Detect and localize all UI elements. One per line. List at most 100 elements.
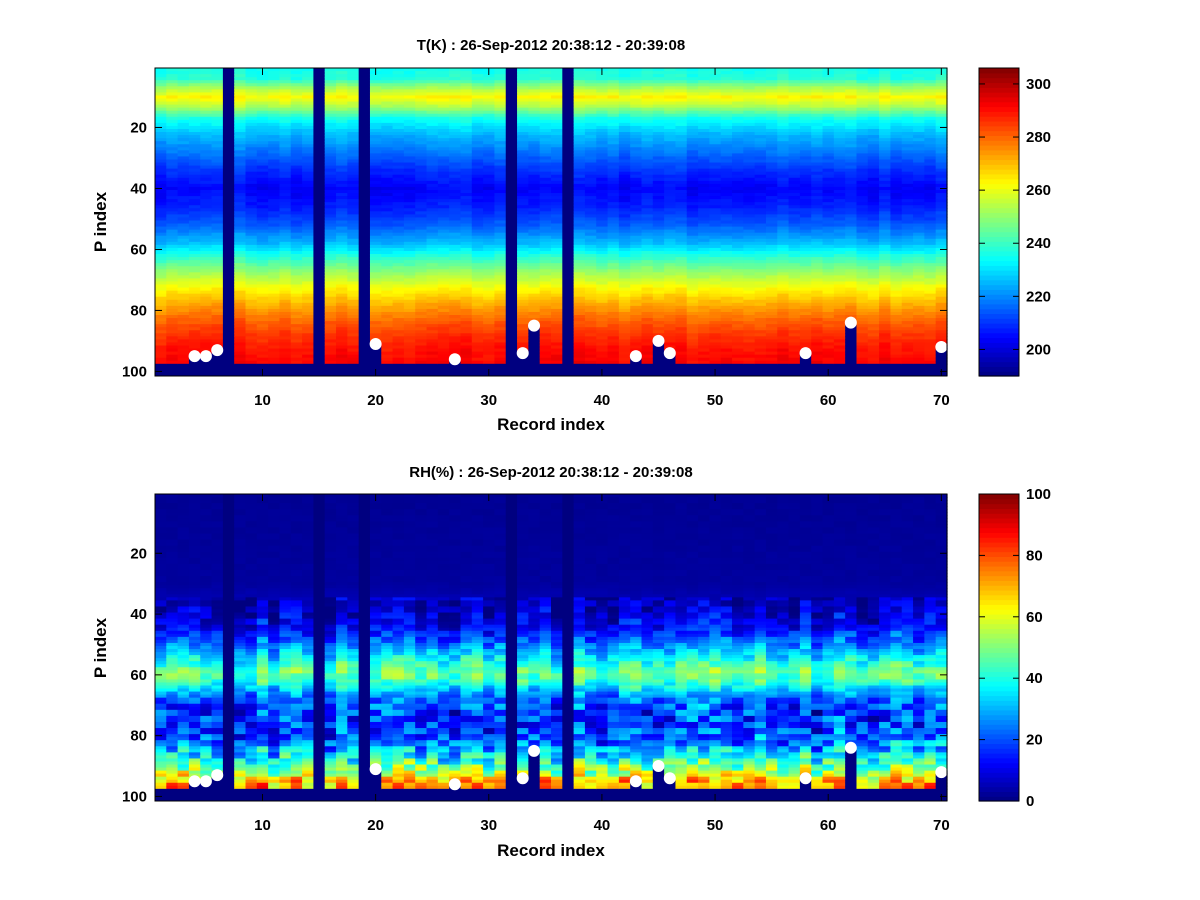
heatmap-cell	[449, 71, 462, 75]
heatmap-cell	[573, 183, 586, 188]
heatmap-cell	[290, 92, 303, 97]
heatmap-cell	[641, 281, 654, 286]
heatmap-cell	[618, 98, 631, 103]
heatmap-cell	[234, 250, 247, 255]
heatmap-cell	[256, 138, 269, 142]
heatmap-cell	[426, 196, 439, 200]
heatmap-cell	[460, 180, 473, 185]
heatmap-cell	[630, 244, 643, 249]
heatmap-cell	[517, 159, 529, 164]
heatmap-cell	[426, 180, 439, 185]
heatmap-cell	[177, 171, 190, 176]
heatmap-cell	[415, 284, 428, 289]
missing-bottom-cell	[630, 363, 643, 376]
heatmap-cell	[347, 321, 360, 325]
heatmap-cell	[211, 290, 224, 295]
heatmap-cell	[494, 226, 507, 231]
heatmap-cell	[630, 226, 643, 231]
heatmap-cell	[279, 333, 292, 337]
heatmap-cell	[211, 293, 224, 298]
heatmap-cell	[336, 171, 348, 176]
heatmap-cell	[256, 159, 269, 164]
heatmap-cell	[517, 211, 529, 215]
heatmap-cell	[471, 135, 484, 139]
heatmap-cell	[630, 141, 643, 145]
heatmap-cell	[517, 339, 529, 344]
heatmap-cell	[573, 226, 586, 231]
heatmap-cell	[539, 321, 552, 325]
heatmap-cell	[652, 83, 665, 87]
heatmap-cell	[155, 162, 167, 167]
heatmap-cell	[188, 171, 201, 176]
heatmap-cell	[641, 287, 654, 292]
heatmap-cell	[177, 254, 190, 258]
heatmap-cell	[290, 293, 303, 298]
heatmap-cell	[324, 110, 337, 115]
heatmap-cell	[256, 315, 269, 319]
heatmap-cell	[381, 98, 394, 103]
heatmap-cell	[155, 293, 167, 298]
heatmap-cell	[166, 229, 179, 234]
heatmap-cell	[573, 168, 586, 173]
heatmap-cell	[200, 171, 213, 176]
heatmap-cell	[211, 336, 224, 341]
heatmap-cell	[166, 217, 179, 222]
heatmap-cell	[641, 77, 654, 81]
heatmap-cell	[392, 208, 405, 212]
heatmap-cell	[200, 138, 213, 142]
heatmap-cell	[573, 321, 586, 325]
record-column	[505, 68, 518, 376]
heatmap-cell	[618, 77, 631, 81]
heatmap-cell	[449, 162, 462, 167]
heatmap-cell	[584, 71, 597, 75]
heatmap-cell	[664, 244, 677, 249]
heatmap-cell	[652, 165, 665, 170]
heatmap-cell	[415, 183, 428, 188]
heatmap-cell	[234, 269, 247, 273]
heatmap-cell	[551, 113, 563, 118]
heatmap-cell	[607, 211, 620, 215]
heatmap-cell	[449, 272, 462, 276]
heatmap-cell	[539, 254, 552, 258]
heatmap-cell	[234, 150, 247, 154]
heatmap-cell	[381, 302, 394, 307]
heatmap-cell	[279, 116, 292, 121]
heatmap-cell	[551, 208, 563, 212]
heatmap-cell	[584, 290, 597, 295]
heatmap-cell	[256, 153, 269, 158]
heatmap-cell	[618, 168, 631, 173]
heatmap-cell	[449, 107, 462, 112]
heatmap-cell	[449, 348, 462, 353]
heatmap-cell	[483, 333, 496, 337]
heatmap-cell	[245, 174, 258, 179]
heatmap-cell	[437, 360, 450, 365]
heatmap-cell	[188, 269, 201, 273]
heatmap-cell	[494, 168, 507, 173]
heatmap-cell	[528, 336, 541, 341]
heatmap-cell	[155, 217, 167, 222]
heatmap-cell	[256, 336, 269, 341]
heatmap-cell	[652, 315, 665, 319]
heatmap-cell	[584, 183, 597, 188]
heatmap-cell	[415, 263, 428, 267]
heatmap-cell	[381, 339, 394, 344]
heatmap-cell	[471, 220, 484, 225]
heatmap-cell	[211, 241, 224, 246]
heatmap-cell	[551, 189, 563, 194]
heatmap-cell	[607, 250, 620, 255]
heatmap-cell	[245, 238, 258, 243]
heatmap-cell	[200, 98, 213, 103]
heatmap-cell	[290, 128, 303, 133]
heatmap-cell	[449, 281, 462, 286]
heatmap-cell	[415, 68, 428, 72]
heatmap-cell	[211, 71, 224, 75]
heatmap-cell	[381, 226, 394, 231]
heatmap-cell	[573, 275, 586, 280]
heatmap-cell	[381, 214, 394, 219]
heatmap-cell	[256, 101, 269, 106]
heatmap-cell	[188, 104, 201, 109]
heatmap-cell	[336, 211, 348, 215]
heatmap-cell	[652, 147, 665, 151]
heatmap-cell	[596, 122, 609, 127]
heatmap-cell	[426, 336, 439, 341]
